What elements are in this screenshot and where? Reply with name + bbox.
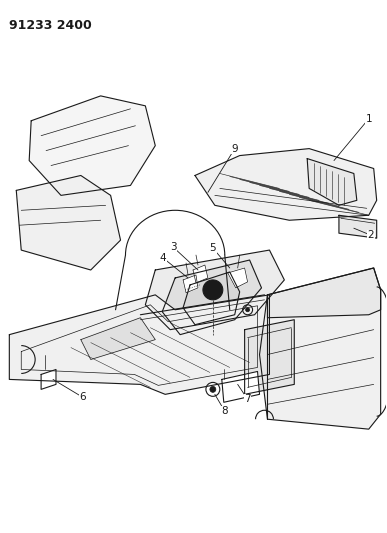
- Text: 5: 5: [209, 243, 216, 253]
- Polygon shape: [81, 318, 155, 360]
- Polygon shape: [228, 268, 248, 288]
- Polygon shape: [260, 268, 381, 429]
- Polygon shape: [146, 250, 284, 330]
- Circle shape: [210, 386, 216, 392]
- Text: 6: 6: [79, 392, 86, 402]
- Text: 2: 2: [367, 230, 374, 240]
- Polygon shape: [29, 96, 155, 196]
- Polygon shape: [183, 275, 198, 293]
- Text: 8: 8: [221, 406, 228, 416]
- Polygon shape: [245, 320, 294, 394]
- Polygon shape: [183, 272, 240, 325]
- Polygon shape: [193, 265, 208, 283]
- Polygon shape: [307, 158, 357, 205]
- Circle shape: [203, 280, 223, 300]
- Circle shape: [246, 308, 250, 312]
- Polygon shape: [267, 268, 381, 318]
- Polygon shape: [41, 369, 56, 389]
- Text: 4: 4: [160, 253, 166, 263]
- Polygon shape: [9, 295, 269, 394]
- Text: 91233 2400: 91233 2400: [9, 19, 92, 33]
- Text: 9: 9: [231, 143, 238, 154]
- Polygon shape: [16, 175, 120, 270]
- Polygon shape: [162, 260, 262, 335]
- Polygon shape: [222, 372, 260, 402]
- Text: 1: 1: [365, 114, 372, 124]
- Text: 7: 7: [244, 394, 251, 405]
- Polygon shape: [195, 149, 377, 220]
- Circle shape: [208, 285, 218, 295]
- Polygon shape: [339, 215, 377, 238]
- Text: 3: 3: [170, 242, 176, 252]
